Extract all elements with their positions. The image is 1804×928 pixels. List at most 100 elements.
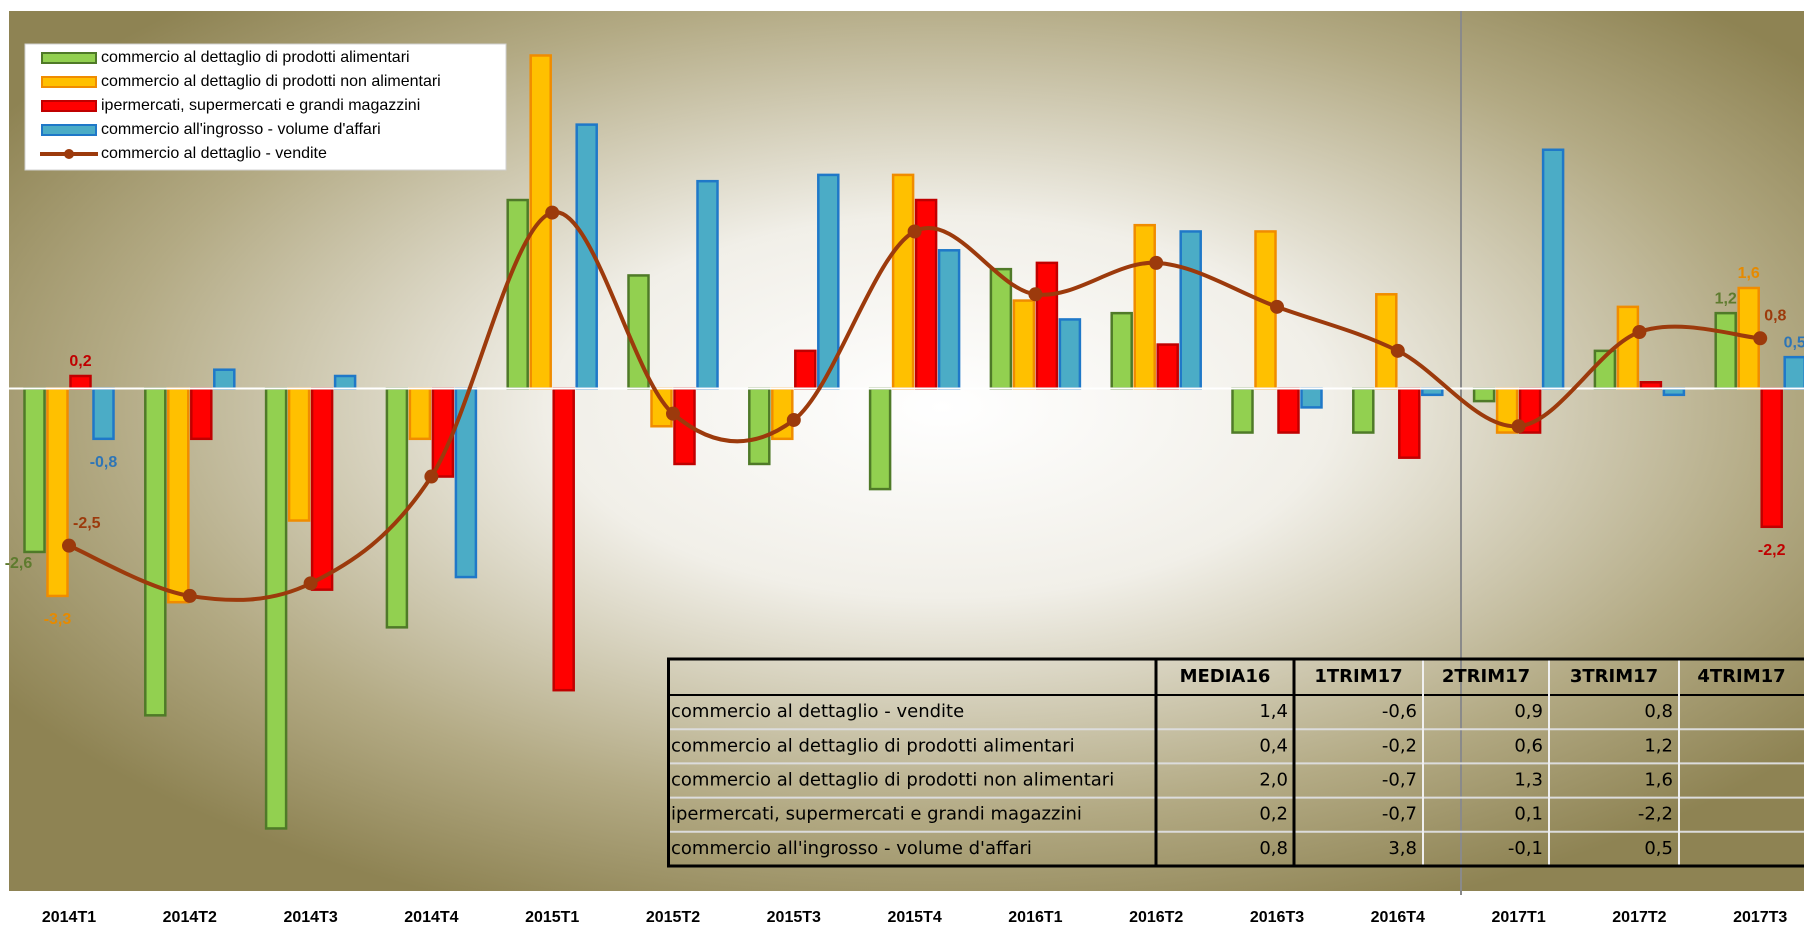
legend-swatch <box>41 52 97 64</box>
line-marker <box>62 538 76 553</box>
bar <box>989 267 1013 390</box>
table-cell: 3,8 <box>1388 838 1417 859</box>
bar <box>552 387 575 692</box>
x-tick-label: 2017T3 <box>1733 909 1787 926</box>
x-tick-label: 2015T4 <box>887 909 941 926</box>
bar <box>1277 387 1300 434</box>
bar <box>46 387 69 598</box>
row-label: commercio al dettaglio di prodotti alime… <box>671 735 1075 756</box>
x-tick-label: 2014T4 <box>404 909 458 926</box>
line-marker <box>1632 324 1647 339</box>
bar <box>167 387 190 604</box>
data-label: 1,2 <box>1715 290 1737 307</box>
legend-label: ipermercati, supermercati e grandi magaz… <box>101 97 420 114</box>
bar <box>1398 387 1421 459</box>
data-label: 0,5 <box>1784 334 1804 351</box>
legend-label: commercio all'ingrosso - volume d'affari <box>101 121 381 138</box>
table-border <box>667 657 1804 868</box>
table-cell: 1,3 <box>1514 770 1543 791</box>
table-cell: -0,6 <box>1382 701 1417 722</box>
bar <box>868 387 892 491</box>
bar <box>506 198 529 390</box>
bar <box>1472 387 1496 403</box>
line <box>68 210 1761 602</box>
row-label: commercio all'ingrosso - volume d'affari <box>671 838 1032 859</box>
table-header: 2TRIM17 <box>1442 666 1530 687</box>
table-cell: 0,4 <box>1259 735 1288 756</box>
line-marker <box>907 224 922 239</box>
legend-swatch <box>41 100 97 112</box>
bar <box>144 387 167 717</box>
bar <box>1616 305 1640 390</box>
legend-swatch <box>41 124 97 136</box>
legend-label: commercio al dettaglio - vendite <box>101 145 327 162</box>
line-marker <box>786 412 801 427</box>
x-tick-label: 2017T1 <box>1491 909 1545 926</box>
table-cell: -0,2 <box>1382 735 1417 756</box>
table-header: 3TRIM17 <box>1570 666 1658 687</box>
legend-box <box>24 43 507 171</box>
bar <box>310 387 334 591</box>
row-label: commercio al dettaglio - vendite <box>671 701 964 722</box>
data-table: MEDIA16 1TRIM17 2TRIM17 3TRIM17 4TRIM17 comme… <box>667 657 1804 868</box>
x-tick-label: 2015T2 <box>646 909 700 926</box>
bar <box>264 387 288 830</box>
bar <box>213 368 236 390</box>
bar <box>69 374 92 390</box>
bar <box>891 173 915 390</box>
bar <box>1012 299 1036 390</box>
bar <box>1110 311 1133 390</box>
table-cell: 1,6 <box>1644 770 1673 791</box>
bar <box>1035 261 1059 390</box>
line-marker <box>1028 287 1043 302</box>
table-cell: 0,2 <box>1259 804 1288 825</box>
bar <box>190 387 213 441</box>
bar <box>23 387 46 554</box>
table-cell: 0,9 <box>1514 701 1543 722</box>
table-cell: 1,2 <box>1644 735 1673 756</box>
line-marker <box>1753 331 1768 346</box>
table-header: 4TRIM17 <box>1697 666 1785 687</box>
table-cell: -0,7 <box>1382 804 1417 825</box>
bar <box>1156 343 1179 390</box>
table-cell: 0,8 <box>1259 838 1288 859</box>
legend-label: commercio al dettaglio di prodotti alime… <box>101 49 410 66</box>
legend-label: commercio al dettaglio di prodotti non a… <box>101 73 441 90</box>
bar <box>1300 387 1323 409</box>
bar <box>794 349 817 390</box>
data-label: -3,3 <box>44 611 72 628</box>
x-tick-label: 2017T2 <box>1612 909 1666 926</box>
bar <box>1179 230 1202 390</box>
x-tick-label: 2015T1 <box>525 909 579 926</box>
bar <box>748 387 771 466</box>
table-cell: 0,6 <box>1514 735 1543 756</box>
bar <box>1352 387 1375 434</box>
line-marker <box>182 588 197 603</box>
table-cell: -2,2 <box>1638 804 1673 825</box>
table-header: MEDIA16 <box>1180 666 1271 687</box>
table-cell: 0,8 <box>1644 701 1673 722</box>
data-label: -0,8 <box>90 454 118 471</box>
line-marker <box>303 576 318 591</box>
x-tick-label: 2016T3 <box>1250 909 1304 926</box>
table-cell: -0,7 <box>1382 770 1417 791</box>
data-label: -2,5 <box>73 515 101 532</box>
bar <box>333 374 357 390</box>
legend-swatch <box>41 76 97 88</box>
x-tick-label: 2014T3 <box>283 909 337 926</box>
data-label: 1,6 <box>1738 265 1760 282</box>
data-label: -2,6 <box>5 555 33 572</box>
bar <box>431 387 455 478</box>
bar <box>937 249 961 390</box>
row-label: commercio al dettaglio di prodotti non a… <box>671 770 1114 791</box>
table-cell: 0,5 <box>1644 838 1673 859</box>
bar <box>287 387 311 522</box>
line-marker <box>1270 299 1284 314</box>
line-marker <box>424 469 439 484</box>
line-marker <box>545 205 560 220</box>
table-header: 1TRIM17 <box>1314 666 1402 687</box>
line-marker <box>666 406 680 421</box>
data-label: -2,2 <box>1758 542 1786 559</box>
